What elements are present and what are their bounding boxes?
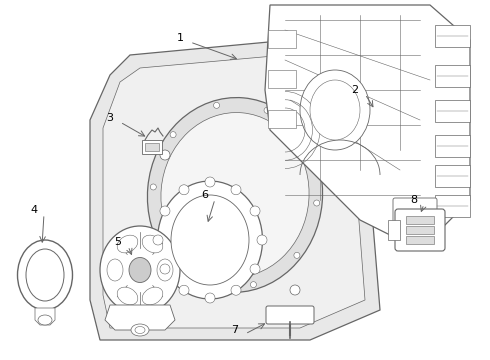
Ellipse shape (205, 293, 215, 303)
Ellipse shape (179, 185, 189, 195)
Ellipse shape (131, 324, 149, 336)
Ellipse shape (257, 235, 267, 245)
Ellipse shape (170, 132, 176, 138)
Ellipse shape (214, 102, 220, 108)
Ellipse shape (294, 252, 300, 258)
Ellipse shape (142, 287, 163, 305)
Ellipse shape (117, 235, 138, 253)
Text: 6: 6 (201, 190, 209, 200)
Bar (406, 216, 434, 224)
Ellipse shape (250, 282, 256, 288)
Ellipse shape (157, 259, 173, 281)
Bar (435, 25, 470, 47)
Ellipse shape (179, 285, 189, 295)
Ellipse shape (310, 80, 360, 140)
Bar (268, 110, 296, 128)
Ellipse shape (231, 285, 241, 295)
Ellipse shape (290, 285, 300, 295)
Bar (268, 70, 296, 88)
Ellipse shape (157, 181, 263, 299)
Polygon shape (35, 308, 55, 325)
Ellipse shape (160, 206, 170, 216)
Ellipse shape (250, 206, 260, 216)
Ellipse shape (147, 98, 322, 292)
Polygon shape (265, 5, 470, 240)
Ellipse shape (171, 195, 249, 285)
Ellipse shape (314, 200, 319, 206)
Ellipse shape (135, 327, 145, 333)
Ellipse shape (107, 259, 123, 281)
Ellipse shape (161, 113, 309, 278)
Ellipse shape (160, 264, 170, 274)
Text: 1: 1 (176, 33, 183, 43)
Ellipse shape (150, 184, 156, 190)
Ellipse shape (205, 177, 215, 187)
Text: 5: 5 (115, 237, 122, 247)
Text: 3: 3 (106, 113, 114, 123)
Bar (435, 65, 470, 87)
Ellipse shape (100, 226, 180, 314)
Bar (388, 220, 400, 240)
Ellipse shape (38, 315, 52, 325)
Ellipse shape (129, 257, 151, 283)
Ellipse shape (264, 107, 270, 113)
Bar (142, 140, 162, 154)
Ellipse shape (153, 235, 163, 245)
Bar (145, 143, 159, 151)
FancyBboxPatch shape (395, 209, 445, 251)
Ellipse shape (160, 150, 170, 160)
Ellipse shape (117, 287, 138, 305)
Ellipse shape (250, 264, 260, 274)
Bar (435, 195, 470, 217)
FancyBboxPatch shape (393, 198, 437, 230)
Ellipse shape (142, 235, 163, 253)
Polygon shape (105, 305, 175, 330)
Ellipse shape (200, 277, 206, 283)
Polygon shape (103, 55, 365, 328)
Bar (435, 100, 470, 122)
Ellipse shape (300, 70, 370, 150)
FancyBboxPatch shape (266, 306, 314, 324)
Bar (435, 165, 470, 187)
Ellipse shape (18, 240, 73, 310)
Ellipse shape (302, 145, 308, 150)
Text: 4: 4 (30, 205, 38, 215)
Bar (406, 236, 434, 244)
Bar (268, 30, 296, 48)
Ellipse shape (26, 249, 64, 301)
Text: 8: 8 (411, 195, 417, 205)
Text: 2: 2 (351, 85, 359, 95)
Text: 7: 7 (231, 325, 239, 335)
Ellipse shape (162, 239, 168, 246)
Bar (435, 135, 470, 157)
Polygon shape (90, 40, 380, 340)
Bar (406, 226, 434, 234)
Ellipse shape (231, 185, 241, 195)
